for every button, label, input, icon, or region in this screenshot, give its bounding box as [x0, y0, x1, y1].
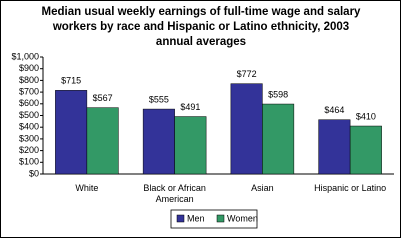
y-tick-label: $500 [19, 110, 39, 120]
y-tick-label: $900 [19, 63, 39, 73]
bar [318, 119, 351, 175]
bar [262, 103, 295, 175]
value-label: $598 [268, 89, 288, 99]
bar [230, 83, 263, 175]
value-label: $555 [149, 94, 169, 104]
y-tick-label: $1,000 [11, 51, 39, 61]
legend-swatch [216, 214, 225, 223]
x-tick-label: Black or African American [143, 183, 206, 204]
bar [86, 107, 119, 175]
bar [349, 125, 382, 175]
chart-canvas: $0$100 $200 $300$400 $500 $600 $700$800 $900 $1… [11, 51, 394, 229]
x-tick-label: Asian [251, 183, 274, 193]
value-label: $410 [356, 111, 376, 121]
chart-title: Median usual weekly earnings of full-tim… [41, 6, 361, 48]
y-tick-label: $200 [19, 145, 39, 155]
legend-box [170, 209, 258, 229]
y-tick-label: $300 [19, 133, 39, 143]
y-tick-label: $700 [19, 86, 39, 96]
legend-swatch [176, 214, 185, 223]
value-label: $491 [180, 102, 200, 112]
y-tick-label: $800 [19, 75, 39, 85]
y-tick-label: $600 [19, 98, 39, 108]
bar [174, 116, 207, 175]
y-tick-label: $0 [29, 168, 39, 178]
legend-label: Men [187, 213, 205, 223]
legend-label: Women [227, 213, 258, 223]
bar [142, 108, 175, 175]
x-tick-label: White [75, 183, 99, 193]
x-tick-label: Hispanic or Latino [314, 183, 387, 193]
value-label: $772 [237, 69, 257, 79]
value-label: $567 [93, 93, 113, 103]
value-label: $715 [61, 76, 81, 86]
y-tick-label: $400 [19, 122, 39, 132]
bar [55, 90, 88, 175]
y-tick-label: $100 [19, 157, 39, 167]
value-label: $464 [324, 105, 344, 115]
